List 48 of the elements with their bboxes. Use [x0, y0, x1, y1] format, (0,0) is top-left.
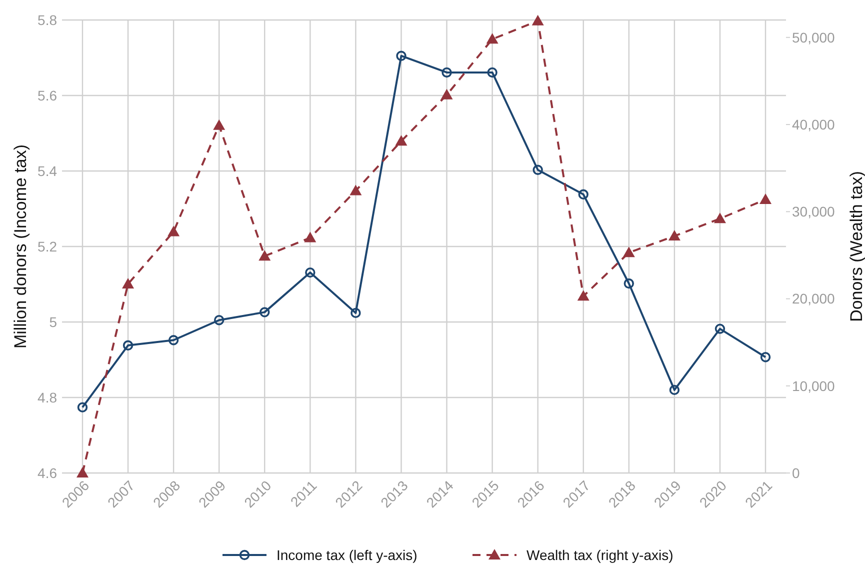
point [760, 193, 772, 204]
point [486, 33, 498, 44]
point [532, 164, 543, 175]
point [350, 184, 362, 196]
point [213, 119, 226, 130]
point [714, 324, 726, 334]
point [577, 290, 590, 301]
y2-tick-label: 10,000 [792, 378, 836, 394]
y2-tick-label: 20,000 [792, 290, 836, 307]
legend-label: Wealth tax (right y-axis) [526, 546, 674, 563]
y2-tick-label: 30,000 [792, 204, 836, 220]
y-tick-label: 5.6 [38, 87, 58, 104]
y-tick-label: 5.4 [38, 162, 58, 179]
point [487, 67, 498, 78]
point [669, 384, 680, 396]
y-tick-label: 5.2 [38, 238, 58, 254]
point [622, 246, 635, 258]
point [305, 267, 316, 278]
point [624, 278, 634, 289]
point [350, 308, 361, 318]
point [76, 467, 88, 478]
point [168, 335, 179, 346]
point [77, 402, 88, 412]
point [714, 212, 726, 224]
y2-tick-label: 40,000 [792, 116, 836, 132]
point [578, 189, 588, 200]
point [122, 278, 134, 288]
point [442, 67, 452, 78]
y-tick-label: 4.8 [38, 389, 58, 406]
point [258, 250, 271, 261]
point [760, 352, 771, 362]
point [304, 232, 316, 242]
y2-tick-label: 50,000 [792, 29, 836, 46]
point [440, 88, 453, 100]
y-tick-label: 4.6 [38, 464, 58, 481]
point [168, 226, 180, 236]
y-tick-label: 5.8 [38, 12, 58, 28]
point [395, 135, 408, 146]
point [668, 230, 680, 241]
y-tick-label: 5 [49, 314, 58, 330]
point [214, 315, 224, 326]
legend-label: Income tax (left y-axis) [276, 546, 418, 563]
y2-tick-label: 0 [792, 464, 800, 481]
point [532, 14, 544, 26]
point [122, 340, 134, 351]
point [396, 50, 406, 61]
y-axis-title: Million donors (Income tax) [11, 144, 30, 349]
point [260, 307, 270, 318]
